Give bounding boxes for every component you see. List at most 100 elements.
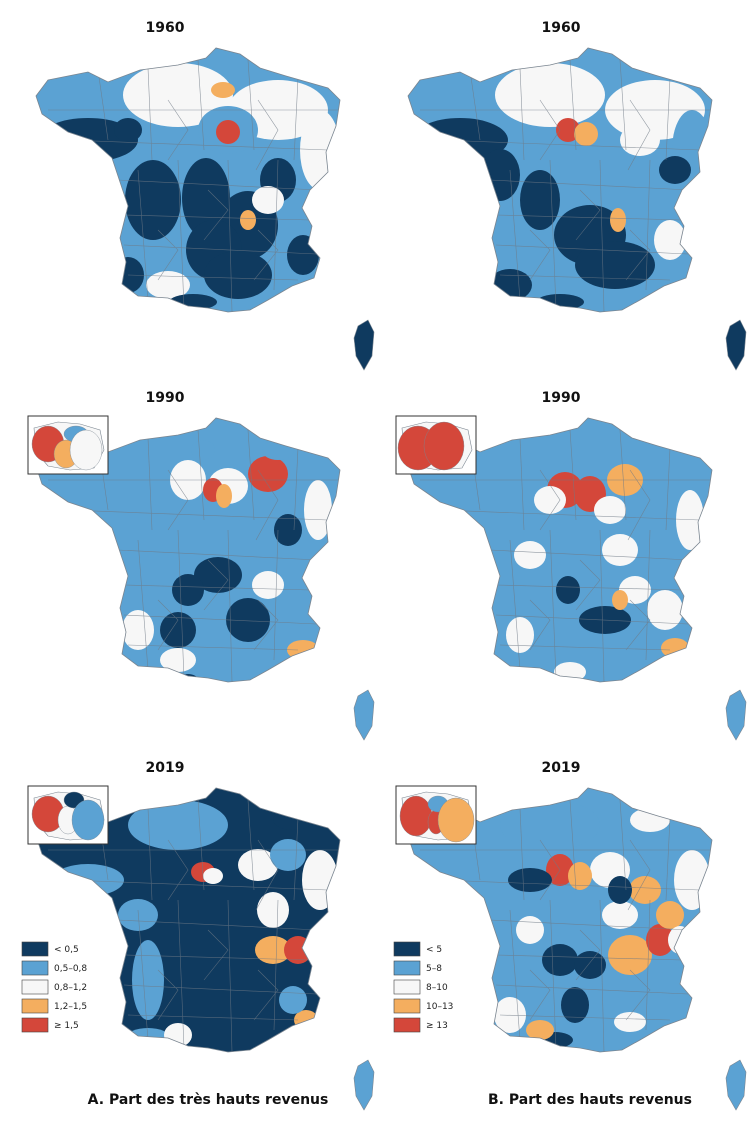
department-region xyxy=(534,486,566,514)
legend-legend_b: < 5 5–8 8–10 10–13 ≥ 13 xyxy=(393,941,453,1033)
department-region xyxy=(506,617,534,653)
department-region xyxy=(123,63,233,127)
department-region xyxy=(216,484,232,508)
department-region xyxy=(182,158,230,238)
legend-label: ≥ 13 xyxy=(426,1021,448,1031)
caption-a: A. Part des très hauts revenus xyxy=(88,1092,329,1108)
department-region xyxy=(608,935,652,975)
inset-department xyxy=(423,421,465,471)
department-region xyxy=(630,808,670,832)
department-region xyxy=(160,612,196,648)
france-map xyxy=(407,417,747,741)
department-region xyxy=(614,1012,646,1032)
inset-department xyxy=(71,799,105,841)
legend-swatch xyxy=(393,960,421,976)
department-region xyxy=(674,850,710,910)
department-region xyxy=(191,440,215,460)
department-region xyxy=(480,149,520,201)
legend-swatch xyxy=(393,941,421,957)
department-region xyxy=(279,986,307,1014)
france-map xyxy=(407,47,747,371)
department-region xyxy=(554,662,586,682)
department-region xyxy=(676,490,704,550)
legend-swatch xyxy=(393,1017,421,1033)
department-region xyxy=(661,638,689,658)
panel-title: 1990 xyxy=(542,390,581,406)
department-region xyxy=(620,124,660,156)
corsica xyxy=(725,689,747,741)
corsica xyxy=(725,319,747,371)
department-region xyxy=(575,241,655,289)
legend-swatch xyxy=(21,960,49,976)
inset-department xyxy=(69,429,103,471)
map-panel-a-1960: 1960 xyxy=(35,20,375,371)
department-region xyxy=(255,936,291,964)
panel-title: 2019 xyxy=(146,760,185,776)
department-region xyxy=(495,63,605,127)
department-region xyxy=(114,118,142,142)
department-region xyxy=(226,598,270,642)
legend-label: 8–10 xyxy=(426,983,448,993)
department-region xyxy=(602,901,638,929)
department-region xyxy=(118,899,158,931)
department-region xyxy=(542,944,578,976)
france-map xyxy=(35,47,375,371)
department-region xyxy=(561,987,589,1023)
corsica xyxy=(353,319,375,371)
department-region xyxy=(238,849,278,881)
department-region xyxy=(500,800,600,850)
corsica xyxy=(353,689,375,741)
department-region xyxy=(508,868,552,892)
department-region xyxy=(556,576,580,604)
caption-b: B. Part des hauts revenus xyxy=(488,1092,692,1108)
department-region xyxy=(211,82,235,98)
department-region xyxy=(610,208,626,232)
corsica xyxy=(725,1059,747,1111)
ile-de-france-inset xyxy=(395,785,477,845)
map-panel-b-1960: 1960 xyxy=(407,20,747,371)
department-region xyxy=(602,534,638,566)
department-region xyxy=(203,868,223,884)
department-region xyxy=(302,850,338,910)
department-region xyxy=(654,220,686,260)
department-region xyxy=(304,480,332,540)
legend-label: 5–8 xyxy=(426,964,442,974)
map-panel-b-2019: 2019 xyxy=(395,760,747,1111)
department-region xyxy=(647,590,683,630)
department-region xyxy=(514,541,546,569)
legend-label: 0,5–0,8 xyxy=(54,964,87,974)
department-regions xyxy=(419,429,711,682)
legend-label: 0,8–1,2 xyxy=(54,983,87,993)
department-region xyxy=(204,251,272,299)
inset-department xyxy=(437,797,475,843)
department-region xyxy=(169,294,217,310)
legend-label: 10–13 xyxy=(426,1002,453,1012)
department-regions xyxy=(38,59,340,312)
panel-title: 1960 xyxy=(146,20,185,36)
department-region xyxy=(248,456,288,492)
legend-swatch xyxy=(393,979,421,995)
map-panel-a-2019: 2019 xyxy=(27,760,375,1111)
department-region xyxy=(252,186,284,214)
department-region xyxy=(146,271,190,299)
department-region xyxy=(520,170,560,230)
legend-swatch xyxy=(21,941,49,957)
map-panel-b-1990: 1990 xyxy=(395,390,747,741)
panel-title: 2019 xyxy=(542,760,581,776)
ile-de-france-inset xyxy=(395,415,477,475)
legend-swatch xyxy=(21,998,49,1014)
department-region xyxy=(516,916,544,944)
department-region xyxy=(172,574,204,606)
panel-title: 1990 xyxy=(146,390,185,406)
department-region xyxy=(608,876,632,904)
department-region xyxy=(164,1023,192,1047)
department-region xyxy=(568,862,592,890)
ile-de-france-inset xyxy=(27,785,109,845)
department-region xyxy=(216,120,240,144)
department-region xyxy=(574,122,598,146)
department-region xyxy=(594,496,626,524)
department-region xyxy=(160,648,196,672)
department-region xyxy=(659,156,691,184)
